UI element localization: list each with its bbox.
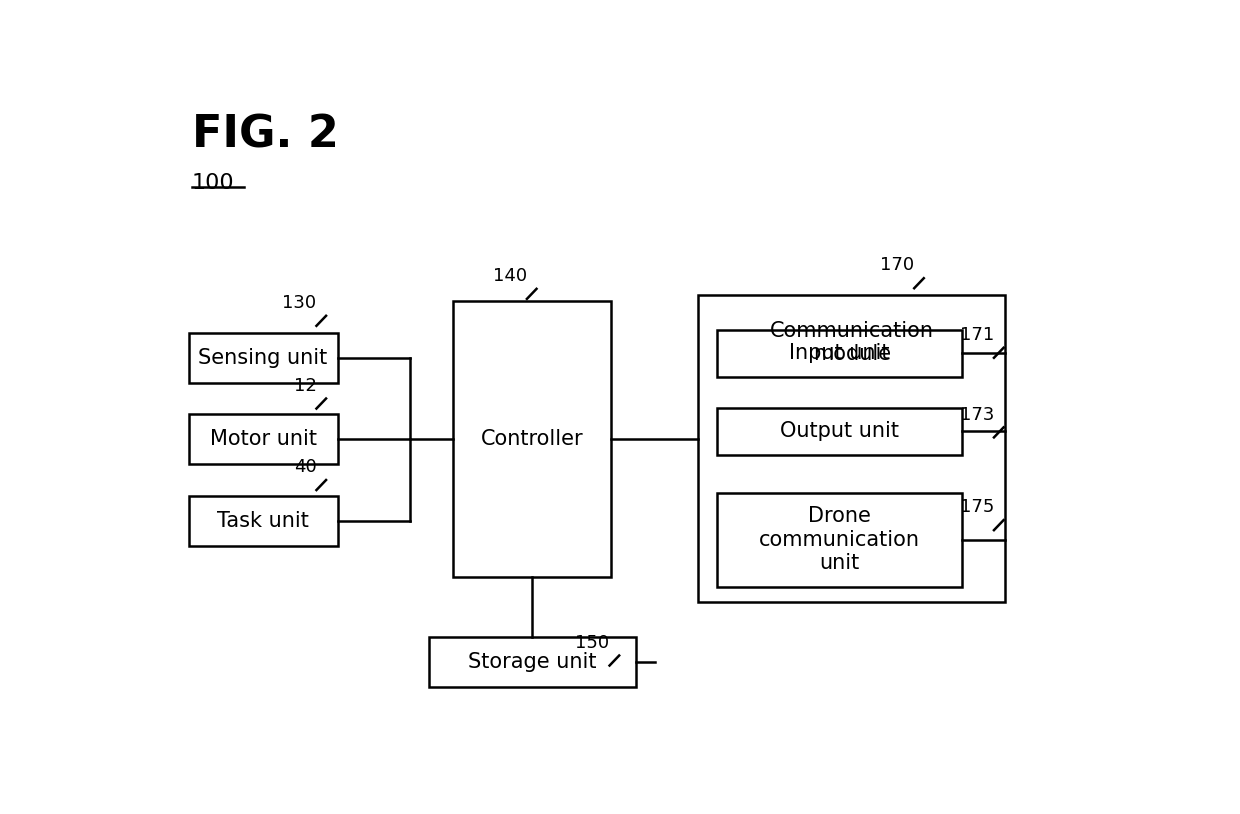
Bar: [429, 637, 635, 687]
Text: Motor unit: Motor unit: [210, 429, 316, 449]
Text: Output unit: Output unit: [780, 422, 899, 441]
Text: Input unit: Input unit: [790, 343, 890, 363]
Bar: [188, 414, 337, 464]
Text: FIG. 2: FIG. 2: [191, 113, 339, 156]
Text: 12: 12: [294, 377, 316, 395]
Bar: [188, 496, 337, 546]
Text: 40: 40: [294, 458, 316, 476]
Bar: [717, 408, 962, 455]
Bar: [453, 301, 611, 577]
Text: Drone
communication
unit: Drone communication unit: [759, 506, 920, 573]
Bar: [698, 295, 1006, 602]
Bar: [717, 330, 962, 377]
Text: Sensing unit: Sensing unit: [198, 348, 327, 368]
Text: 175: 175: [960, 498, 994, 516]
Text: 100: 100: [191, 173, 234, 193]
Text: 170: 170: [880, 256, 914, 274]
Text: 140: 140: [492, 267, 527, 285]
Text: 130: 130: [283, 294, 316, 312]
Bar: [717, 492, 962, 587]
Text: Task unit: Task unit: [217, 510, 309, 531]
Text: Controller: Controller: [481, 429, 584, 449]
Text: 173: 173: [960, 405, 994, 423]
Text: Communication
module: Communication module: [770, 321, 934, 364]
Text: 171: 171: [960, 326, 994, 344]
Text: Storage unit: Storage unit: [467, 652, 596, 672]
Text: 150: 150: [575, 634, 610, 652]
Bar: [188, 333, 337, 383]
